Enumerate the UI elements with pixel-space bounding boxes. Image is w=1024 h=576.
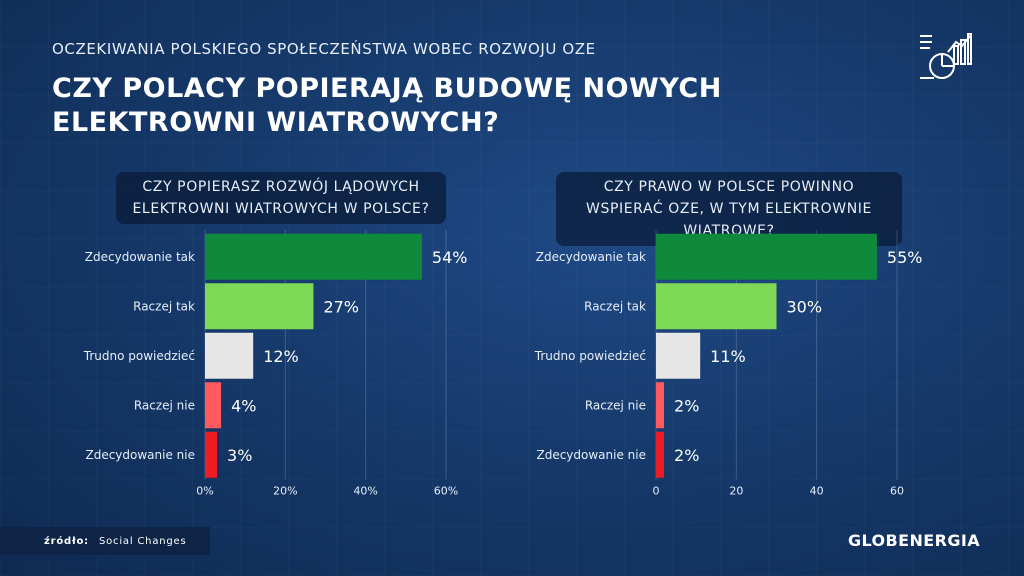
chart-report-icon: [920, 33, 972, 79]
chart-1-tick-label: 0%: [196, 485, 213, 498]
chart-1-bar: [205, 382, 222, 429]
chart-1-category-label: Raczej nie: [134, 398, 195, 412]
source-value: Social Changes: [98, 535, 187, 547]
chart-2-category-label: Raczej tak: [584, 299, 646, 313]
chart-1-value-label: 3%: [227, 446, 252, 465]
chart-1-category-label: Raczej tak: [133, 299, 195, 313]
chart-1-value-label: 54%: [432, 248, 468, 267]
chart-2-value-label: 2%: [674, 446, 699, 465]
chart-2-bar: [656, 283, 777, 330]
chart-1-bar: [205, 431, 218, 478]
chart-1-bar: [205, 332, 254, 379]
chart-1-value-label: 4%: [231, 396, 256, 415]
chart-2-tick-label: 0: [653, 485, 660, 498]
chart-2-category-label: Zdecydowanie nie: [536, 448, 646, 462]
chart-1-value-label: 27%: [323, 297, 359, 316]
chart-1-bar: [205, 283, 314, 330]
chart-2-value-label: 30%: [787, 297, 823, 316]
chart-2-category-label: Raczej nie: [585, 398, 646, 412]
brand-logo: GLOBENERGIA: [848, 531, 980, 550]
chart-1-category-label: Trudno powiedzieć: [83, 349, 195, 363]
chart-2-value-label: 2%: [674, 396, 699, 415]
chart-1-tick-label: 60%: [434, 485, 458, 498]
chart-2-bar: [656, 382, 665, 429]
chart-1-category-label: Zdecydowanie nie: [85, 448, 195, 462]
chart-2-tick-label: 20: [729, 485, 743, 498]
chart-1-question: CZY POPIERASZ ROZWÓJ LĄDOWYCH ELEKTROWNI…: [116, 172, 446, 224]
chart-2-tick-label: 60: [890, 485, 904, 498]
chart-1-tick-label: 40%: [353, 485, 377, 498]
chart-2-category-label: Trudno powiedzieć: [534, 349, 646, 363]
chart-2-value-label: 55%: [887, 248, 923, 267]
chart-1-category-label: Zdecydowanie tak: [85, 250, 195, 264]
source-label: źródło:: [44, 535, 89, 547]
page-title: CZY POLACY POPIERAJĄ BUDOWĘ NOWYCH ELEKT…: [52, 73, 722, 138]
chart-2-bar: [656, 233, 877, 280]
page-subtitle: OCZEKIWANIA POLSKIEGO SPOŁECZEŃSTWA WOBE…: [52, 40, 596, 58]
chart-2-bar: [656, 332, 701, 379]
chart-1-tick-label: 20%: [273, 485, 297, 498]
source-box: źródło: Social Changes: [0, 527, 210, 555]
chart-1-value-label: 12%: [263, 347, 299, 366]
chart-2-value-label: 11%: [710, 347, 746, 366]
chart-2-question: CZY PRAWO W POLSCE POWINNO WSPIERAĆ OZE,…: [556, 172, 902, 246]
chart-2-tick-label: 40: [810, 485, 824, 498]
chart-1-bar: [205, 233, 422, 280]
chart-2-category-label: Zdecydowanie tak: [536, 250, 646, 264]
chart-2-bar: [656, 431, 665, 478]
